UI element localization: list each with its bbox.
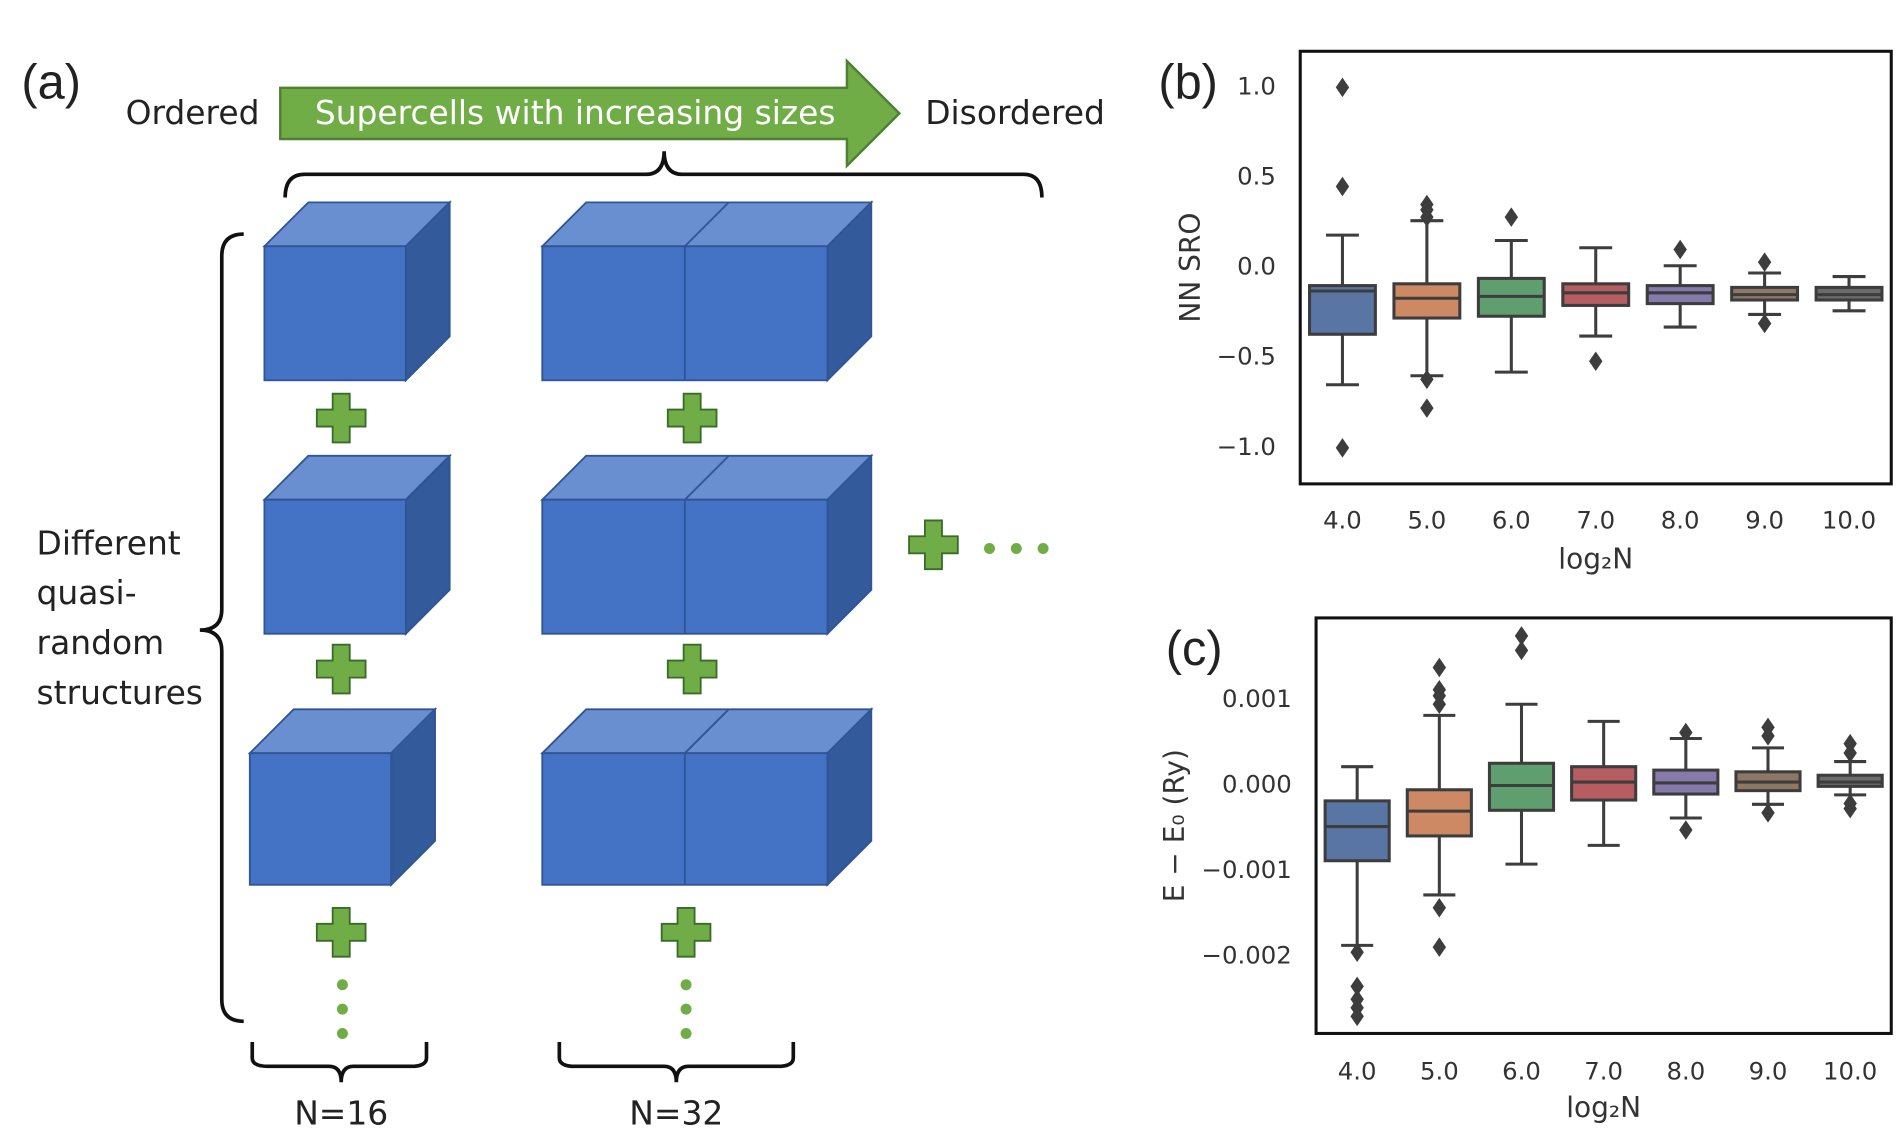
x-tick-label: 6.0 — [1492, 506, 1531, 535]
side-text: structures — [37, 673, 203, 712]
y-tick-label: −0.5 — [1217, 342, 1276, 371]
outlier — [1420, 207, 1434, 227]
x-tick-label: 10.0 — [1823, 1056, 1877, 1085]
axes-frame — [1298, 49, 1893, 486]
brace-16 — [250, 1041, 429, 1083]
y-tick-label: 0.001 — [1222, 684, 1292, 713]
x-tick-label: 6.0 — [1502, 1056, 1541, 1085]
box — [1405, 788, 1473, 838]
plus — [666, 392, 718, 444]
left-brace — [199, 232, 244, 1024]
y-tick-label: −1.0 — [1217, 432, 1276, 461]
outlier — [1757, 313, 1772, 334]
outlier — [1589, 351, 1603, 372]
y-tick-label: −0.001 — [1202, 855, 1292, 884]
box — [1307, 284, 1377, 336]
cube-front — [263, 245, 407, 382]
box — [1561, 282, 1631, 307]
left-text: Ordered — [126, 93, 260, 132]
outlier — [1761, 726, 1775, 746]
panel-label: (b) — [1158, 55, 1218, 109]
y-axis-label: NN SRO — [1174, 213, 1207, 323]
right-text: Disordered — [925, 93, 1105, 132]
outlier — [1504, 207, 1519, 227]
dots — [336, 542, 1049, 1039]
cube-front — [263, 498, 407, 635]
outlier — [1761, 803, 1775, 823]
side-text: quasi- — [37, 573, 137, 612]
outlier — [1420, 398, 1434, 418]
x-tick-label: 10.0 — [1822, 506, 1876, 535]
outlier — [1843, 798, 1857, 819]
x-tick-label: 4.0 — [1338, 1056, 1377, 1085]
outlier — [1514, 640, 1529, 661]
x-tick-label: 8.0 — [1661, 506, 1700, 535]
x-tick-label: 7.0 — [1584, 1056, 1623, 1085]
y-tick-label: 1.0 — [1237, 71, 1276, 100]
y-tick-label: 0.5 — [1237, 161, 1276, 190]
outlier — [1673, 239, 1687, 260]
brace-32 — [557, 1041, 796, 1083]
x-axis-label: log₂N — [1566, 1091, 1641, 1124]
plus — [315, 392, 367, 444]
outlier — [1335, 176, 1350, 197]
cube-front — [248, 752, 393, 886]
x-axis-label: log₂N — [1558, 543, 1633, 576]
x-tick-label: 9.0 — [1745, 506, 1784, 535]
y-tick-label: 0.0 — [1237, 252, 1276, 281]
cube-edge — [684, 455, 730, 501]
outlier — [1335, 438, 1350, 458]
outlier — [1432, 898, 1447, 918]
top-brace — [283, 151, 1044, 198]
y-tick-label: −0.002 — [1202, 941, 1292, 970]
x-tick-label: 5.0 — [1420, 1056, 1459, 1085]
x-tick-label: 8.0 — [1666, 1056, 1705, 1085]
cube-edge — [684, 201, 730, 247]
plus — [315, 907, 367, 958]
box — [1392, 282, 1462, 320]
outlier — [1757, 252, 1772, 272]
plus — [908, 519, 959, 571]
side-text: random — [37, 623, 165, 662]
plus — [315, 643, 367, 695]
arrow-text: Supercells with increasing sizes — [315, 93, 836, 132]
panel-label: (a) — [21, 55, 81, 109]
box — [1645, 284, 1715, 306]
outlier — [1432, 657, 1447, 678]
arrow — [279, 58, 902, 169]
x-tick-label: 7.0 — [1576, 506, 1615, 535]
y-axis-label: E − E₀ (Ry) — [1158, 749, 1191, 902]
cube-edge — [684, 708, 730, 754]
plus — [666, 643, 718, 695]
side-text: Different — [37, 523, 181, 562]
x-tick-label: 9.0 — [1749, 1056, 1788, 1085]
x-tick-label: 5.0 — [1408, 506, 1447, 535]
braces — [199, 151, 1044, 1083]
plus — [660, 907, 712, 958]
axes-frame — [1314, 616, 1893, 1035]
outlier — [1432, 937, 1447, 957]
column-label: N=16 — [294, 1094, 388, 1133]
outlier — [1335, 77, 1350, 98]
outlier — [1420, 369, 1434, 390]
outlier — [1679, 820, 1693, 840]
column-label: N=32 — [629, 1094, 723, 1133]
box — [1323, 799, 1391, 863]
x-tick-label: 4.0 — [1323, 506, 1362, 535]
y-tick-label: 0.000 — [1222, 769, 1292, 798]
panel-label: (c) — [1166, 622, 1223, 676]
outlier — [1432, 694, 1447, 715]
